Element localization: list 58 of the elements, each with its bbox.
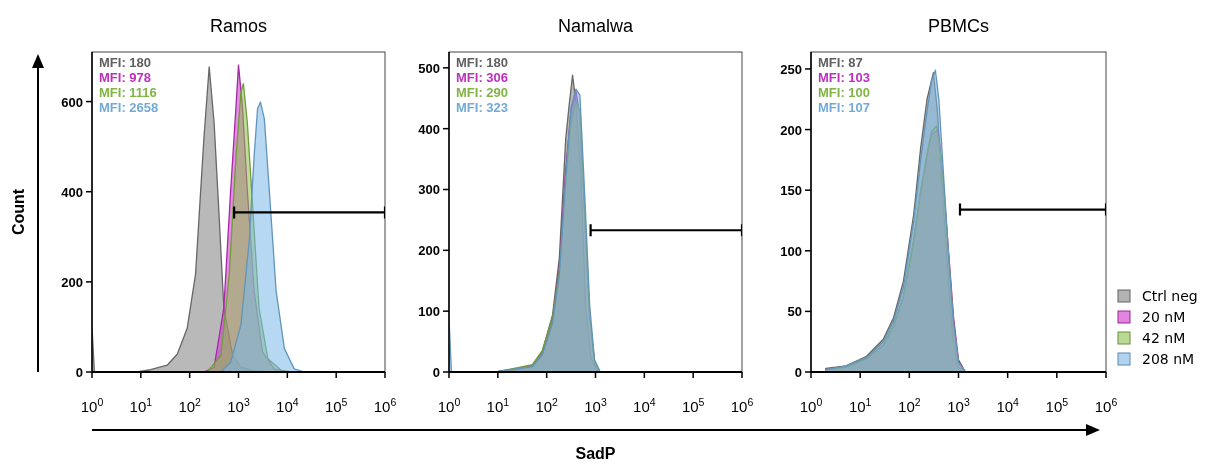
annotation: MFI: 180 — [99, 55, 152, 70]
x-tick-label: 10$^{4}$ — [996, 396, 1020, 415]
x-tick-label: 10$^{1}$ — [486, 396, 510, 415]
x-tick-label: 10$^{5}$ — [324, 396, 348, 415]
x-tick-label: 10$^{2}$ — [178, 396, 202, 415]
legend-label: 20 nM — [1142, 309, 1186, 325]
y-axis-title: Count — [10, 188, 27, 236]
y-tick-label: 200 — [418, 243, 440, 259]
annotation: MFI: 180 — [456, 55, 509, 70]
x-axis-title: SadP — [575, 445, 616, 462]
x-tick-label: 10$^{6}$ — [730, 396, 754, 415]
x-tick-label: 10$^{6}$ — [1094, 396, 1118, 415]
annotation: MFI: 87 — [818, 55, 863, 70]
legend-label: 42 nM — [1142, 330, 1186, 346]
y-tick-label: 150 — [780, 183, 802, 199]
y-tick-label: 400 — [418, 121, 440, 137]
x-tick-label: 10$^{0}$ — [80, 396, 104, 415]
annotation: MFI: 107 — [818, 100, 871, 115]
y-tick-label: 100 — [418, 304, 440, 320]
y-tick-label: 400 — [61, 184, 83, 200]
annotation: MFI: 103 — [818, 70, 871, 85]
annotation: MFI: 290 — [456, 85, 509, 100]
x-tick-label: 10$^{4}$ — [633, 396, 656, 415]
y-tick-label: 600 — [61, 94, 83, 110]
x-tick-label: 10$^{3}$ — [947, 396, 970, 415]
y-tick-label: 500 — [418, 60, 440, 76]
annotation: MFI: 100 — [818, 85, 871, 100]
y-tick-label: 0 — [794, 365, 802, 380]
annotation: MFI: 978 — [99, 70, 152, 85]
y-tick-label: 0 — [432, 365, 440, 380]
chart-title: Ramos — [209, 16, 268, 36]
x-tick-label: 10$^{3}$ — [227, 396, 250, 415]
x-tick-label: 10$^{5}$ — [1045, 396, 1069, 415]
chart-title: PBMCs — [927, 16, 990, 36]
annotation: MFI: 323 — [456, 100, 509, 115]
y-tick-label: 50 — [787, 304, 802, 320]
legend-label: 208 nM — [1142, 351, 1195, 367]
x-tick-label: 10$^{3}$ — [584, 396, 607, 415]
x-tick-label: 10$^{0}$ — [799, 396, 823, 415]
y-tick-label: 300 — [418, 182, 440, 198]
x-tick-label: 10$^{5}$ — [681, 396, 705, 415]
y-tick-label: 250 — [780, 61, 802, 77]
legend-label: Ctrl neg — [1142, 288, 1198, 304]
y-tick-label: 200 — [61, 274, 83, 290]
annotation: MFI: 306 — [456, 70, 509, 85]
y-tick-label: 200 — [780, 122, 802, 138]
x-tick-label: 10$^{2}$ — [898, 396, 921, 415]
chart-title: Namalwa — [557, 16, 634, 36]
y-tick-label: 100 — [780, 243, 802, 259]
x-tick-label: 10$^{1}$ — [129, 396, 153, 415]
x-tick-label: 10$^{4}$ — [276, 396, 299, 415]
x-tick-label: 10$^{6}$ — [373, 396, 397, 415]
x-tick-label: 10$^{1}$ — [848, 396, 872, 415]
x-tick-label: 10$^{2}$ — [535, 396, 559, 415]
y-tick-label: 0 — [75, 365, 83, 380]
x-tick-label: 10$^{0}$ — [437, 396, 461, 415]
annotation: MFI: 1116 — [99, 85, 157, 100]
annotation: MFI: 2658 — [99, 100, 159, 115]
